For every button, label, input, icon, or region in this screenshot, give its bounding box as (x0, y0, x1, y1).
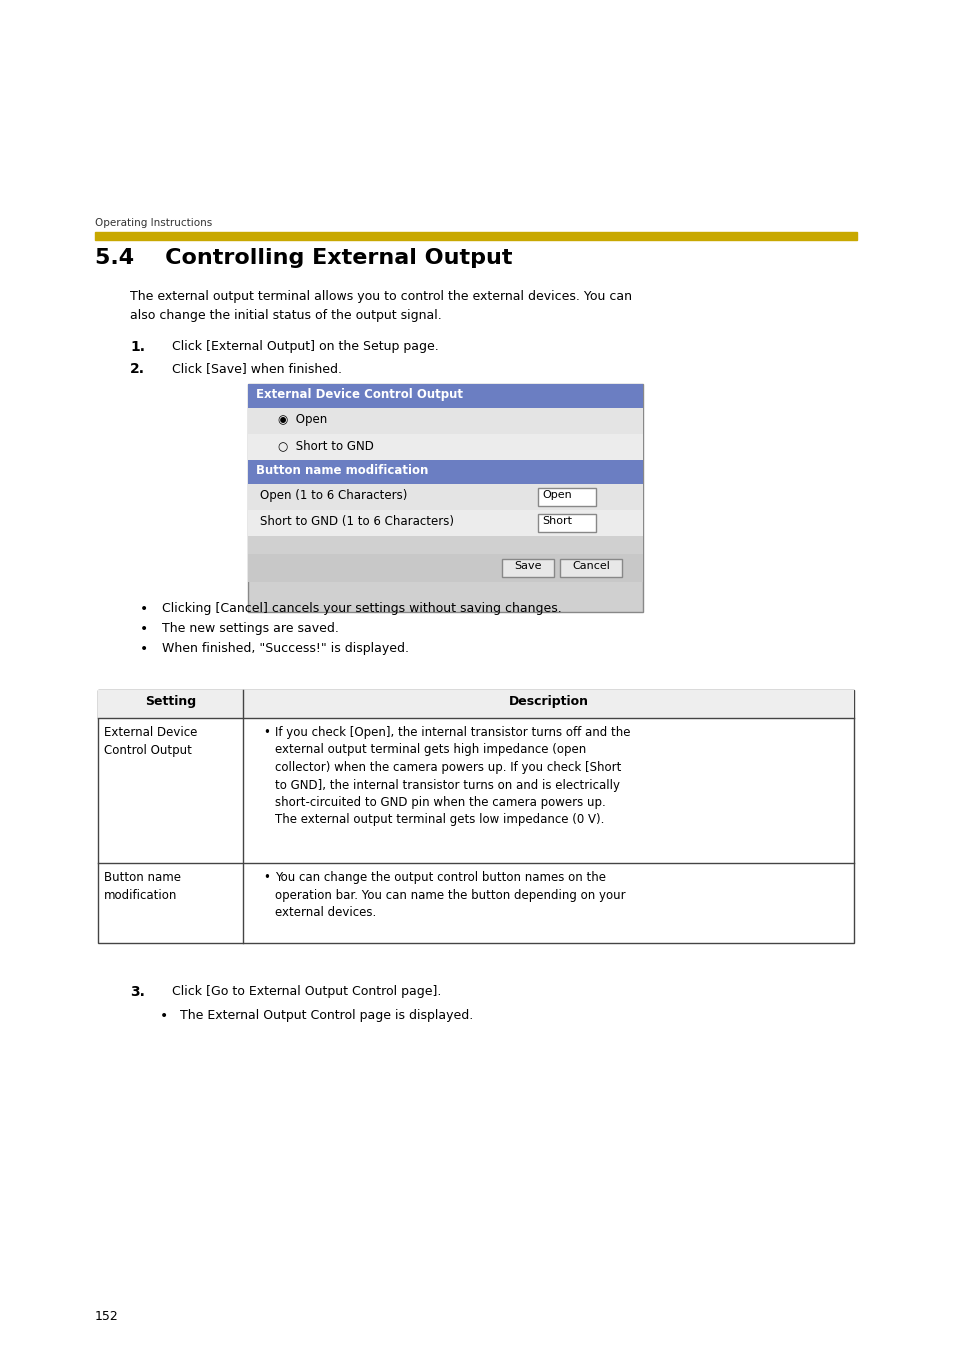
Bar (248, 459, 642, 484)
Text: When finished, "Success!" is displayed.: When finished, "Success!" is displayed. (162, 642, 409, 655)
Bar (248, 384, 642, 612)
Text: Click [External Output] on the Setup page.: Click [External Output] on the Setup pag… (172, 340, 438, 353)
Text: Button name
modification: Button name modification (104, 871, 181, 902)
Text: You can change the output control button names on the
operation bar. You can nam: You can change the output control button… (274, 871, 625, 919)
Text: •: • (160, 1009, 168, 1023)
Text: Open (1 to 6 Characters): Open (1 to 6 Characters) (260, 489, 407, 503)
Bar (248, 536, 642, 554)
Bar (98, 690, 853, 717)
Text: 1.: 1. (130, 340, 145, 354)
Bar (501, 559, 554, 577)
Text: Button name modification: Button name modification (255, 463, 428, 477)
Bar (248, 484, 642, 509)
Text: Open: Open (541, 490, 571, 500)
Text: •: • (140, 621, 148, 636)
Text: 2.: 2. (130, 362, 145, 376)
Text: Click [Save] when finished.: Click [Save] when finished. (172, 362, 341, 376)
Bar (248, 408, 642, 434)
Text: •: • (263, 871, 270, 884)
Text: External Device
Control Output: External Device Control Output (104, 725, 197, 757)
Text: Setting: Setting (145, 694, 196, 708)
Bar (559, 559, 621, 577)
Text: 152: 152 (95, 1310, 118, 1323)
Bar (98, 690, 853, 943)
Text: ◉  Open: ◉ Open (277, 413, 327, 426)
Text: 3.: 3. (130, 985, 145, 998)
Bar (95, 232, 856, 240)
Bar (537, 513, 596, 532)
Bar (248, 434, 642, 459)
Text: Operating Instructions: Operating Instructions (95, 218, 212, 228)
Text: Description: Description (508, 694, 588, 708)
Bar (248, 554, 642, 582)
Text: 5.4    Controlling External Output: 5.4 Controlling External Output (95, 249, 512, 267)
Text: The External Output Control page is displayed.: The External Output Control page is disp… (180, 1009, 473, 1021)
Text: Save: Save (514, 561, 541, 571)
Text: •: • (140, 603, 148, 616)
Bar (537, 488, 596, 507)
Text: The new settings are saved.: The new settings are saved. (162, 621, 338, 635)
Text: ○  Short to GND: ○ Short to GND (277, 439, 374, 453)
Text: The external output terminal allows you to control the external devices. You can: The external output terminal allows you … (130, 290, 631, 322)
Text: Short: Short (541, 516, 572, 526)
Text: External Device Control Output: External Device Control Output (255, 388, 462, 401)
Text: Clicking [Cancel] cancels your settings without saving changes.: Clicking [Cancel] cancels your settings … (162, 603, 561, 615)
Text: If you check [Open], the internal transistor turns off and the
external output t: If you check [Open], the internal transi… (274, 725, 630, 827)
Bar (248, 509, 642, 536)
Text: •: • (140, 642, 148, 657)
Text: •: • (263, 725, 270, 739)
Text: Click [Go to External Output Control page].: Click [Go to External Output Control pag… (172, 985, 441, 998)
Bar (248, 384, 642, 408)
Text: Short to GND (1 to 6 Characters): Short to GND (1 to 6 Characters) (260, 515, 454, 528)
Text: Cancel: Cancel (572, 561, 609, 571)
